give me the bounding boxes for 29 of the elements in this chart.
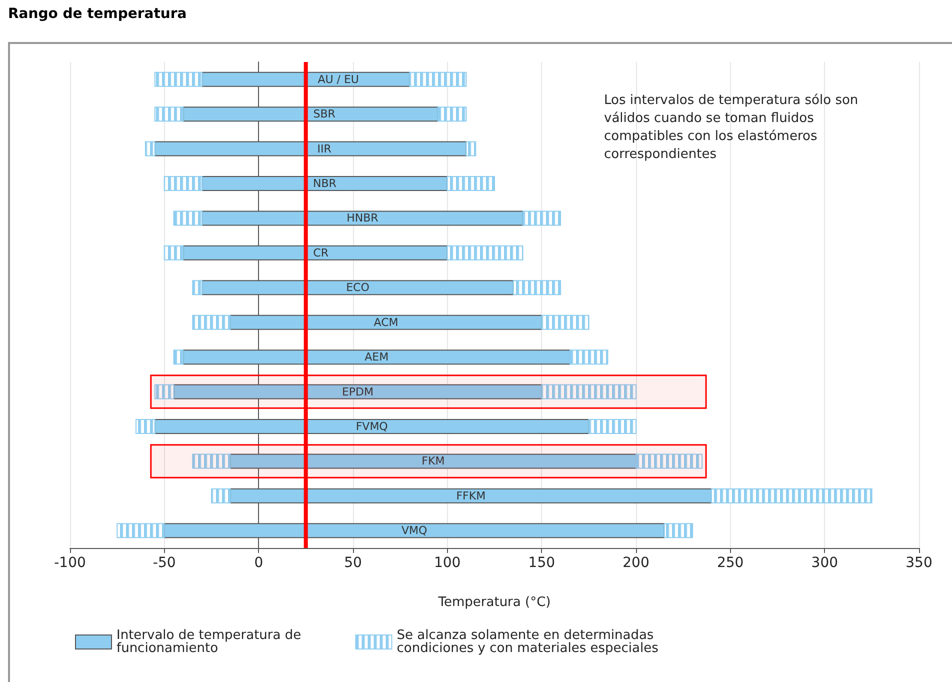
legend-label: Intervalo de temperatura de funcionamiento: [116, 628, 306, 656]
x-axis-title: Temperatura (°C): [437, 595, 551, 610]
x-tick-label: 100: [434, 555, 461, 571]
y-tick-label: NBR: [312, 177, 337, 190]
y-tick-label: CR: [313, 246, 329, 260]
y-tick-label: ACM: [374, 316, 398, 329]
y-tick-label: ECO: [346, 281, 370, 294]
x-tick-label: 300: [811, 555, 838, 571]
x-tick-label: 350: [906, 555, 932, 571]
chart-title: Rango de temperatura: [8, 6, 187, 22]
y-tick-label: FKM: [422, 454, 445, 468]
x-tick-label: 200: [622, 555, 650, 571]
annotation: Los intervalos de temperatura sólo son válidos cuando se toman fluidos compatibles con los elastómeros correspondientes: [604, 92, 860, 164]
y-tick-label: FVMQ: [356, 420, 388, 433]
y-tick-label: AEM: [364, 350, 389, 364]
y-tick-label: AU / EU: [318, 72, 359, 86]
x-tick-label: 150: [528, 555, 556, 571]
legend-label: Se alcanza solamente en determinadas condiciones y con materiales especiales: [396, 628, 659, 656]
x-tick-label: -100: [54, 555, 86, 571]
y-tick-label: EPDM: [342, 385, 374, 398]
x-tick-label: 0: [254, 555, 264, 571]
y-tick-label: IIR: [317, 142, 332, 156]
y-tick-label: FFKM: [456, 489, 486, 502]
y-tick-label: VMQ: [401, 524, 428, 538]
y-tick-label: SBR: [313, 108, 336, 121]
x-tick-label: -50: [152, 555, 176, 571]
x-tick-label: 250: [716, 555, 744, 571]
x-tick-label: 50: [344, 555, 362, 571]
y-tick-label: HNBR: [346, 212, 379, 225]
